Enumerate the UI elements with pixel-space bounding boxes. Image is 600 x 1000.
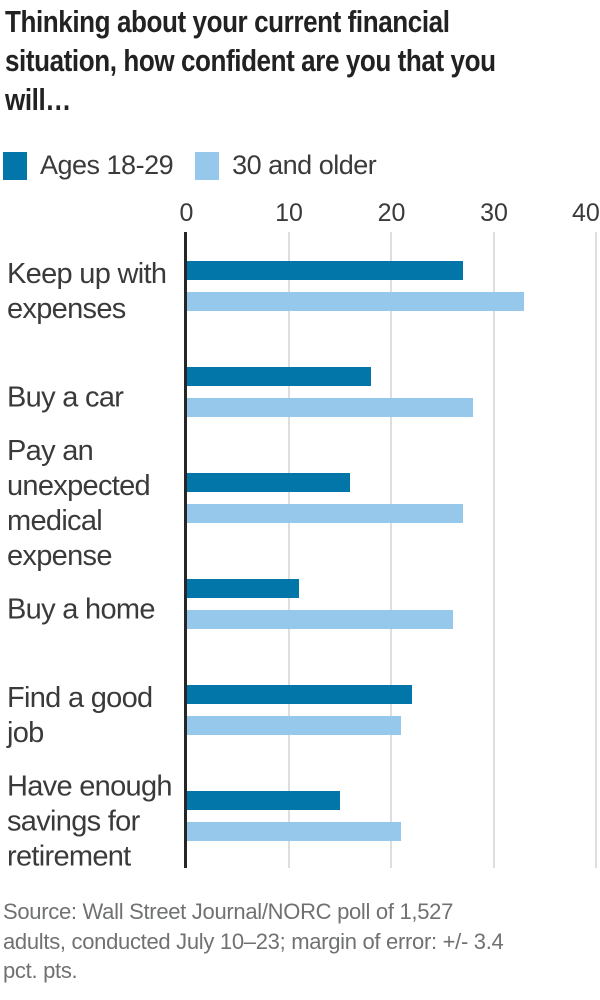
category-label-find-a-good: Find a good job (7, 682, 153, 749)
source-note: Source: Wall Street Journal/NORC poll of… (3, 899, 504, 983)
plot-area: Keep up with expenses Buy a car Pay an une… (0, 232, 600, 873)
legend-label-ages-18-29: Ages 18-29 (40, 150, 174, 180)
gridline-10 (287, 232, 290, 868)
bar-30-and-older-buy-a-home (186, 609, 453, 629)
bar-30-and-older-find-a-good-job (186, 715, 402, 735)
category-label-buy-a-car: Buy a car (7, 381, 124, 414)
bar-30-and-older-pay-an-unexpected-medical-expense (186, 503, 463, 523)
bar-ages-18-29-pay-an-unexpected-medical-expense (186, 472, 350, 492)
bar-ages-18-29-find-a-good-job (186, 684, 412, 704)
gridline-30 (492, 232, 495, 868)
bar-30-and-older-have-enough-savings-for-retirement (186, 821, 402, 841)
x-axis-tick-0: 0 (179, 199, 194, 227)
legend-swatch-30-and-older (195, 151, 220, 180)
legend: Ages 18-29 30 and older (3, 150, 398, 181)
bar-ages-18-29-buy-a-car (186, 366, 371, 386)
category-label-have-enough: Have enough savings for retirement (7, 770, 173, 873)
legend-item-30-and-older: 30 and older (195, 150, 377, 181)
bar-ages-18-29-keep-up-with-expenses (186, 260, 463, 280)
category-label-keep-up-with: Keep up with expenses (7, 258, 167, 325)
bar-30-and-older-keep-up-with-expenses (186, 291, 525, 311)
x-axis: 0 10 20 30 40 (0, 199, 600, 227)
chart-title: Thinking about your current financial si… (5, 4, 496, 117)
x-axis-tick-40: 40 (572, 199, 600, 227)
x-axis-tick-10: 10 (275, 199, 303, 227)
bar-ages-18-29-have-enough-savings-for-retirement (186, 790, 340, 810)
x-axis-tick-30: 30 (480, 199, 508, 227)
x-axis-tick-20: 20 (377, 199, 406, 227)
bar-ages-18-29-buy-a-home (186, 578, 299, 598)
legend-swatch-ages-18-29 (3, 151, 27, 180)
gridline-40 (595, 232, 597, 868)
y-axis-line (183, 232, 187, 868)
category-label-buy-a-home: Buy a home (7, 593, 155, 626)
legend-item-ages-18-29: Ages 18-29 (3, 150, 174, 181)
bar-30-and-older-buy-a-car (186, 397, 473, 417)
category-label-pay-an: Pay an unexpected medical expense (7, 435, 151, 572)
legend-label-30-and-older: 30 and older (232, 150, 377, 180)
gridline-20 (390, 232, 392, 868)
